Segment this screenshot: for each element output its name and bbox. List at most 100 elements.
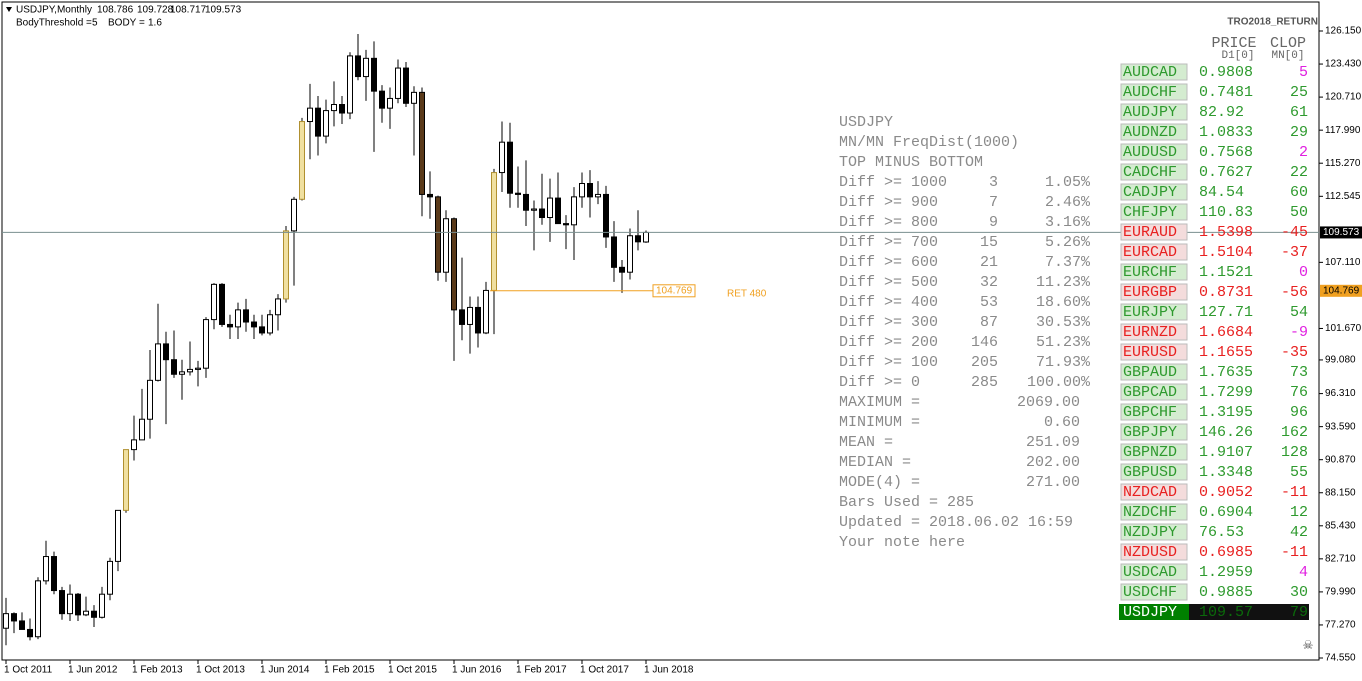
- y-tick-label: 77.270: [1325, 620, 1356, 631]
- selected-row-bg: [1189, 604, 1309, 620]
- summary-label: MAXIMUM =: [839, 394, 920, 411]
- symbol[interactable]: EURJPY: [1123, 304, 1177, 321]
- candle-body: [75, 593, 81, 616]
- symbol[interactable]: CADJPY: [1123, 184, 1177, 201]
- symbol[interactable]: GBPCAD: [1123, 384, 1177, 401]
- x-tick-label: 1 Oct 2015: [388, 665, 437, 676]
- symbol-box: [1120, 303, 1188, 321]
- symbol-box: [1120, 543, 1188, 561]
- symbol[interactable]: GBPUSD: [1123, 464, 1177, 481]
- stats-count: 9: [989, 214, 998, 231]
- symbol[interactable]: GBPAUD: [1123, 364, 1177, 381]
- candle-body: [163, 343, 169, 361]
- candle-body: [203, 319, 209, 369]
- symbol[interactable]: EURUSD: [1123, 344, 1177, 361]
- candle-body: [555, 197, 561, 225]
- candle-body: [443, 218, 449, 273]
- price: 109.57: [1199, 604, 1253, 621]
- stats-count: 21: [980, 254, 998, 271]
- symbol-box: [1120, 363, 1188, 381]
- price: 84.54: [1199, 184, 1244, 201]
- menu-arrow[interactable]: [6, 7, 12, 12]
- candle-body: [387, 97, 393, 109]
- summary-value: 251.09: [1026, 434, 1080, 451]
- symbol[interactable]: USDCHF: [1123, 584, 1177, 601]
- updated: Updated = 2018.06.02 16:59: [839, 514, 1073, 531]
- skull-icon[interactable]: ☠: [1303, 638, 1314, 652]
- ret-axis-label: 104.769: [1323, 285, 1360, 296]
- symbol[interactable]: AUDJPY: [1123, 104, 1177, 121]
- summary-label: MODE(4) =: [839, 474, 920, 491]
- candle-body: [267, 314, 273, 334]
- symbol[interactable]: NZDUSD: [1123, 544, 1177, 561]
- candle-body: [11, 613, 17, 622]
- clop: 50: [1290, 204, 1308, 221]
- candle-body: [587, 182, 593, 198]
- stats-count: 146: [971, 334, 998, 351]
- symbol-box: [1120, 63, 1188, 81]
- symbol-box: [1119, 604, 1189, 620]
- price-sub: D1[0]: [1221, 50, 1254, 62]
- candle-body: [323, 110, 329, 137]
- symbol[interactable]: EURCHF: [1123, 264, 1177, 281]
- symbol[interactable]: NZDCHF: [1123, 504, 1177, 521]
- symbol[interactable]: USDCAD: [1123, 564, 1177, 581]
- symbol[interactable]: AUDCAD: [1123, 64, 1177, 81]
- symbol[interactable]: CHFJPY: [1123, 204, 1177, 221]
- stats-percent: 3.16%: [1045, 214, 1091, 231]
- symbol-box: [1120, 443, 1188, 461]
- clop: 128: [1281, 444, 1308, 461]
- symbol[interactable]: NZDCAD: [1123, 484, 1177, 501]
- stats-count: 7: [989, 194, 998, 211]
- candle-body: [611, 236, 617, 268]
- clop: 61: [1290, 104, 1308, 121]
- candle-body: [467, 306, 473, 325]
- y-tick-label: 85.430: [1325, 520, 1356, 531]
- candle-body: [19, 620, 25, 630]
- symbol[interactable]: USDJPY: [1123, 604, 1177, 621]
- x-tick-label: 1 Oct 2017: [580, 665, 629, 676]
- price: 1.7635: [1199, 364, 1253, 381]
- symbol[interactable]: GBPJPY: [1123, 424, 1177, 441]
- stats-title: USDJPY: [839, 114, 893, 131]
- symbol[interactable]: NZDJPY: [1123, 524, 1177, 541]
- symbol[interactable]: GBPCHF: [1123, 404, 1177, 421]
- candle-body: [291, 198, 297, 232]
- stats-label: Diff >= 300: [839, 314, 938, 331]
- stats-count: 15: [980, 234, 998, 251]
- threshold-label: BodyThreshold =: [16, 18, 92, 29]
- candle-body: [475, 306, 481, 334]
- candle-body: [219, 283, 225, 325]
- ret-axis-tag: [1320, 284, 1362, 297]
- candle-body: [307, 107, 313, 123]
- symbol-box: [1120, 123, 1188, 141]
- symbol[interactable]: AUDNZD: [1123, 124, 1177, 141]
- candle-body: [51, 556, 57, 592]
- candle-body: [195, 367, 201, 370]
- symbol[interactable]: AUDCHF: [1123, 84, 1177, 101]
- threshold-value: 5: [92, 18, 98, 29]
- price-header: PRICE: [1211, 35, 1256, 52]
- price: 76.53: [1199, 524, 1244, 541]
- y-tick-label: 107.110: [1325, 257, 1361, 268]
- symbol[interactable]: EURAUD: [1123, 224, 1177, 241]
- stats-heading: TOP MINUS BOTTOM: [839, 154, 983, 171]
- symbol[interactable]: EURNZD: [1123, 324, 1177, 341]
- ret-label: RET 480: [727, 288, 767, 299]
- symbol[interactable]: CADCHF: [1123, 164, 1177, 181]
- symbol[interactable]: EURCAD: [1123, 244, 1177, 261]
- symbol[interactable]: AUDUSD: [1123, 144, 1177, 161]
- clop: -9: [1290, 324, 1308, 341]
- summary-label: MEDIAN =: [839, 454, 911, 471]
- symbol[interactable]: GBPNZD: [1123, 444, 1177, 461]
- price: 82.92: [1199, 104, 1244, 121]
- symbol-box: [1120, 283, 1188, 301]
- symbol[interactable]: EURGBP: [1123, 284, 1177, 301]
- y-tick-label: 123.430: [1325, 59, 1362, 70]
- y-tick-label: 82.710: [1325, 553, 1356, 564]
- price: 127.71: [1199, 304, 1253, 321]
- candle-body: [571, 196, 577, 226]
- clop: 42: [1290, 524, 1308, 541]
- bars-used: Bars Used = 285: [839, 494, 974, 511]
- stats-label: Diff >= 700: [839, 234, 938, 251]
